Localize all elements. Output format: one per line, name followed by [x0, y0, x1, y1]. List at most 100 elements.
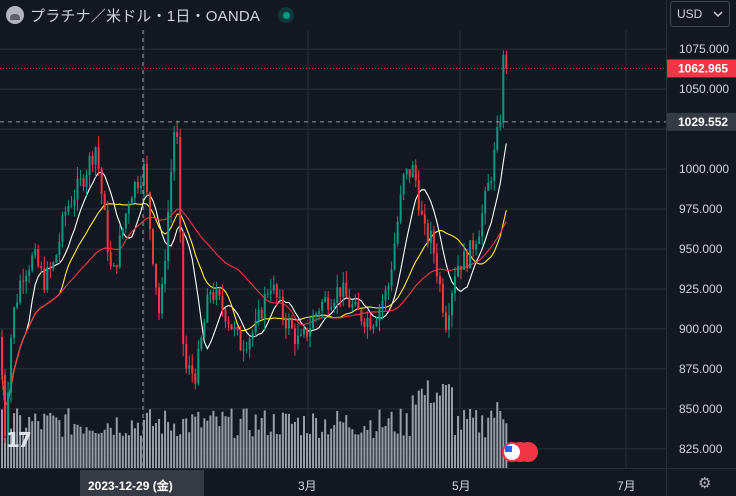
crosshair-date-label: 2023-12-29 (金) — [88, 478, 173, 493]
volume-bar — [487, 417, 490, 468]
y-tick-label: 1075.000 — [679, 42, 729, 56]
volume-bar — [447, 384, 450, 468]
volume-bar — [324, 419, 327, 468]
volume-bar — [330, 428, 333, 468]
candle-body — [336, 287, 339, 303]
market-open-status-icon[interactable] — [278, 7, 295, 23]
volume-bar — [19, 415, 22, 468]
candle-body — [13, 307, 16, 338]
candle-body — [348, 296, 351, 308]
candle-body — [197, 348, 200, 384]
candle-body — [94, 147, 97, 165]
volume-bar — [233, 437, 236, 468]
candle-body — [487, 182, 490, 191]
candle-body — [296, 335, 299, 344]
crosshair-price-label: 1029.552 — [678, 115, 728, 129]
candle-body — [46, 267, 49, 290]
volume-bar — [52, 415, 55, 468]
candle-body — [272, 284, 275, 291]
candle-body — [31, 255, 34, 271]
volume-bar — [444, 385, 447, 468]
candle-body — [28, 270, 31, 276]
volume-bar — [67, 408, 70, 468]
volume-bar — [263, 410, 266, 468]
candle-body — [121, 228, 124, 236]
candle-body — [19, 280, 22, 303]
volume-bar — [34, 413, 37, 468]
y-tick-label: 950.000 — [679, 242, 723, 256]
volume-bar — [248, 430, 251, 468]
volume-bar — [369, 420, 372, 468]
candle-body — [387, 285, 390, 291]
symbol-header[interactable]: プラチナ／米ドル・1日・OANDA — [0, 0, 295, 30]
volume-bar — [188, 432, 191, 468]
candle-body — [139, 185, 142, 189]
volume-bar — [469, 408, 472, 468]
volume-bar — [64, 414, 67, 468]
candle-body — [469, 240, 472, 269]
volume-bar — [411, 395, 414, 468]
volume-bar — [130, 420, 133, 468]
candle-body — [441, 284, 444, 313]
volume-bar — [348, 427, 351, 468]
currency-selector[interactable]: USD — [670, 1, 730, 27]
volume-bar — [336, 410, 339, 468]
volume-bar — [450, 387, 453, 468]
volume-bar — [420, 388, 423, 468]
volume-bar — [312, 413, 315, 468]
candle-body — [278, 296, 281, 298]
candle-body — [218, 289, 221, 296]
volume-bar — [76, 424, 79, 468]
volume-bar — [115, 417, 118, 468]
volume-bar — [254, 414, 257, 468]
volume-bar — [405, 413, 408, 468]
candle-body — [351, 304, 354, 308]
candle-body — [393, 243, 396, 270]
candle-body — [454, 276, 456, 294]
candle-body — [145, 163, 148, 193]
candle-body — [40, 266, 43, 269]
volume-bar — [260, 418, 263, 468]
volume-bar — [266, 435, 269, 468]
candle-body — [369, 317, 372, 330]
candle-body — [381, 300, 384, 308]
candle-body — [142, 163, 145, 186]
candle-body — [206, 294, 209, 323]
candle-body — [194, 373, 197, 384]
candle-body — [502, 54, 505, 123]
volume-bar — [478, 432, 481, 468]
volume-bar — [203, 418, 206, 468]
candle-body — [127, 204, 130, 214]
crosshair-date-badge — [80, 470, 204, 496]
volume-bar — [460, 429, 463, 468]
volume-bar — [94, 433, 97, 468]
volume-bar — [399, 408, 402, 468]
settings-gear-icon[interactable]: ⚙ — [698, 475, 712, 492]
volume-bar — [408, 435, 411, 468]
candle-body — [435, 253, 438, 277]
candle-body — [133, 181, 136, 198]
volume-bar — [333, 425, 336, 468]
candle-body — [88, 155, 91, 176]
volume-bar — [269, 431, 272, 468]
symbol-title[interactable]: プラチナ／米ドル・1日・OANDA — [30, 7, 261, 25]
volume-bar — [375, 431, 378, 468]
time-axis-label: 5月 — [452, 479, 471, 493]
candle-body — [450, 293, 453, 316]
candle-body — [55, 255, 58, 263]
volume-bar — [393, 431, 396, 468]
volume-bar — [309, 433, 312, 468]
candle-body — [173, 132, 176, 172]
candle-body — [396, 221, 399, 244]
volume-bar — [136, 422, 139, 468]
y-tick-label: 900.000 — [679, 322, 723, 336]
candle-body — [1, 336, 3, 375]
last-price-label: 1062.965 — [678, 61, 728, 75]
candle-body — [275, 284, 278, 298]
volume-bar — [435, 392, 438, 468]
candle-body — [260, 309, 263, 319]
candle-body — [164, 260, 167, 285]
candle-body — [390, 269, 393, 286]
volume-bar — [366, 429, 369, 468]
